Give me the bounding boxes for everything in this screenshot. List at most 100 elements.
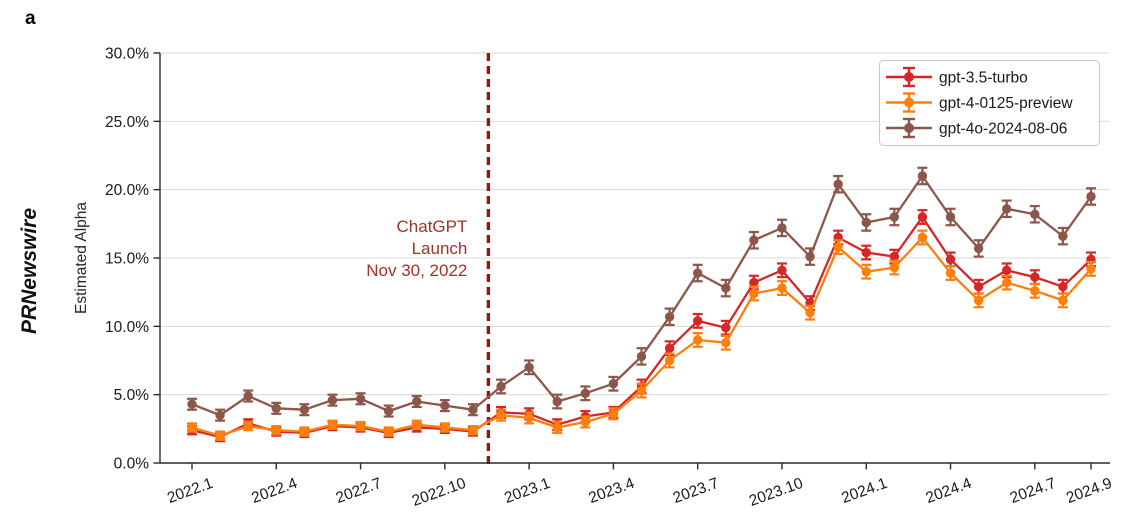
- series-gpt-4o-2024-08-06: [187, 166, 1096, 422]
- data-point-marker: [945, 212, 956, 222]
- data-point-marker: [327, 420, 338, 430]
- y-tick-label: 5.0%: [114, 387, 150, 404]
- data-point-marker: [215, 410, 225, 420]
- data-point-marker: [664, 343, 675, 353]
- data-point-marker: [412, 396, 422, 407]
- data-point-marker: [299, 426, 310, 437]
- panel-label: a: [25, 8, 36, 29]
- data-point-marker: [889, 251, 900, 262]
- x-tick-label: 2023.4: [586, 475, 637, 507]
- data-point-marker: [973, 295, 984, 306]
- y-tick-label: 30.0%: [105, 46, 149, 63]
- series-line: [191, 236, 1092, 437]
- series-line: [191, 215, 1092, 439]
- data-point-marker: [1086, 264, 1096, 274]
- data-point-marker: [805, 251, 815, 262]
- data-point-marker: [552, 396, 562, 407]
- data-point-marker: [187, 399, 197, 409]
- data-point-marker: [355, 394, 366, 404]
- data-point-marker: [271, 403, 281, 414]
- data-point-marker: [1058, 295, 1068, 306]
- x-tick-label: 2022.4: [249, 475, 300, 507]
- data-point-marker: [664, 312, 675, 322]
- x-tick-label: 2024.7: [1008, 475, 1058, 507]
- legend-marker-icon: [904, 72, 914, 82]
- data-point-marker: [271, 425, 281, 435]
- data-point-marker: [721, 338, 731, 348]
- data-point-marker: [749, 288, 759, 299]
- data-point-marker: [777, 265, 787, 275]
- data-point-marker: [721, 323, 731, 333]
- data-point-marker: [468, 405, 478, 415]
- data-point-marker: [524, 413, 534, 423]
- x-tick-label: 2022.1: [165, 475, 215, 507]
- data-point-marker: [552, 422, 562, 433]
- data-point-marker: [524, 362, 534, 373]
- legend: gpt-3.5-turbo gpt-4-0125-preview gpt-4o-20…: [879, 60, 1100, 146]
- legend-label: gpt-3.5-turbo: [939, 70, 1028, 87]
- data-point-marker: [608, 409, 619, 419]
- data-point-marker: [861, 247, 871, 258]
- y-tick-label: 20.0%: [105, 182, 149, 199]
- data-point-marker: [833, 242, 843, 252]
- data-point-marker: [383, 426, 394, 437]
- data-point-marker: [721, 283, 731, 293]
- x-tick-label: 2022.10: [410, 475, 469, 510]
- x-tick-label: 2022.7: [334, 475, 384, 507]
- annotation-line: Nov 30, 2022: [366, 261, 467, 280]
- data-point-marker: [664, 355, 675, 366]
- data-point-marker: [833, 179, 843, 189]
- data-point-marker: [187, 422, 197, 433]
- data-point-marker: [692, 316, 703, 326]
- y-tick-label: 10.0%: [105, 319, 149, 336]
- data-point-marker: [889, 262, 900, 273]
- data-point-marker: [440, 400, 450, 411]
- x-tick-label: 2024.4: [924, 475, 975, 507]
- data-point-marker: [889, 212, 900, 222]
- data-point-marker: [243, 421, 253, 431]
- legend-marker-icon: [904, 97, 914, 108]
- y-tick-label: 15.0%: [105, 251, 149, 268]
- data-point-marker: [1058, 231, 1068, 241]
- data-point-marker: [692, 335, 703, 345]
- data-point-marker: [580, 417, 591, 427]
- data-point-marker: [777, 223, 787, 233]
- data-point-marker: [299, 405, 310, 415]
- data-point-marker: [355, 421, 366, 431]
- data-point-marker: [945, 254, 956, 265]
- legend-marker-icon: [904, 123, 914, 133]
- legend-label: gpt-4-0125-preview: [939, 95, 1073, 112]
- data-point-marker: [1030, 209, 1040, 219]
- data-point-marker: [749, 277, 759, 288]
- data-point-marker: [805, 307, 815, 318]
- data-point-marker: [973, 282, 984, 292]
- series-gpt-4-0125-preview: [187, 229, 1096, 441]
- x-tick-label: 2024.1: [839, 475, 889, 507]
- data-point-marker: [1002, 265, 1012, 275]
- data-point-marker: [749, 235, 759, 245]
- data-point-marker: [1086, 191, 1096, 202]
- data-point-marker: [1030, 286, 1040, 296]
- data-point-marker: [1002, 277, 1012, 288]
- data-point-marker: [1058, 282, 1068, 292]
- chatgpt-launch-annotation: ChatGPT Launch Nov 30, 2022: [366, 217, 467, 280]
- annotation-line: Launch: [412, 239, 468, 258]
- x-tick-label: 2023.1: [502, 475, 552, 507]
- data-point-marker: [496, 410, 506, 420]
- data-point-marker: [692, 268, 703, 278]
- data-point-marker: [440, 422, 450, 433]
- data-point-marker: [215, 430, 225, 441]
- data-point-marker: [608, 379, 619, 389]
- data-point-marker: [945, 268, 956, 278]
- data-point-marker: [412, 420, 422, 430]
- data-point-marker: [383, 406, 394, 416]
- y-tick-label: 0.0%: [114, 456, 150, 473]
- data-point-marker: [1002, 204, 1012, 214]
- data-point-marker: [580, 388, 591, 398]
- y-axis-title: Estimated Alpha: [73, 202, 90, 314]
- legend-box: [879, 60, 1100, 146]
- annotation-line: ChatGPT: [397, 217, 468, 236]
- legend-label: gpt-4o-2024-08-06: [939, 121, 1067, 138]
- data-point-marker: [468, 425, 478, 435]
